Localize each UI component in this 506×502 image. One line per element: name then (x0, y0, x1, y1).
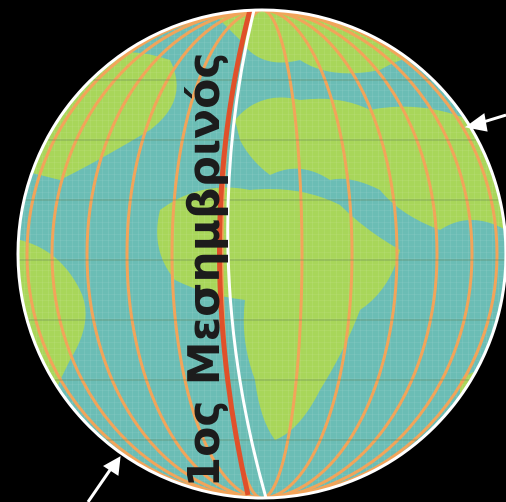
prime-meridian (217, 9, 253, 496)
arrows (86, 113, 506, 502)
globe-outline (16, 8, 506, 500)
meridian-label: 1ος Μεσημβρινός (179, 53, 230, 488)
meridian-edge (226, 9, 268, 499)
meridians (25, 10, 499, 498)
